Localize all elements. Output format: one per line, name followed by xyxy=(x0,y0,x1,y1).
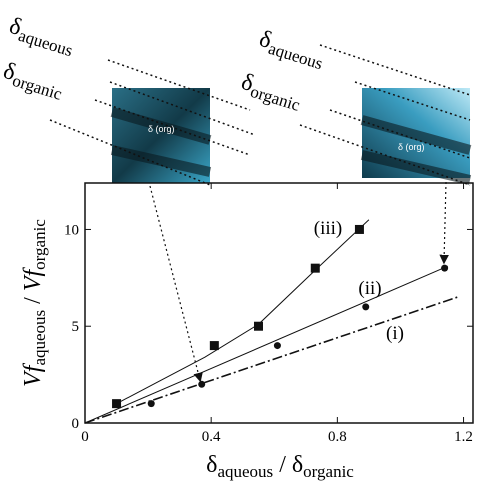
circle-point xyxy=(362,303,369,310)
top-label: δaqueous xyxy=(5,13,78,60)
pointer-arrow xyxy=(444,182,446,262)
bottom-label: δorganic xyxy=(237,69,305,115)
fit-line xyxy=(117,220,369,404)
circle-point xyxy=(148,400,155,407)
x-tick-label: 0.8 xyxy=(328,429,347,445)
x-axis-label: δaqueous / δorganic xyxy=(206,452,354,481)
fit-line xyxy=(85,297,457,423)
y-tick-label: 5 xyxy=(72,319,80,335)
square-point xyxy=(254,322,263,331)
circle-point xyxy=(441,265,448,272)
circle-point xyxy=(274,342,281,349)
fit-line xyxy=(85,266,448,423)
circle-point xyxy=(198,381,205,388)
inset-right: δ (org) δaqueous δorganic xyxy=(237,26,470,185)
square-point xyxy=(355,225,364,234)
y-tick-label: 0 xyxy=(72,416,80,432)
pointer-arrow xyxy=(150,186,200,380)
y-axis-label: Vfaqueous / Vforganic xyxy=(20,219,49,387)
x-tick-label: 0 xyxy=(81,429,89,445)
series-label: (iii) xyxy=(314,218,343,239)
series-label: (i) xyxy=(386,323,404,344)
y-tick-label: 10 xyxy=(64,222,79,238)
square-point xyxy=(311,264,320,273)
x-tick-label: 1.2 xyxy=(454,429,473,445)
square-point xyxy=(210,341,219,350)
series-label: (ii) xyxy=(358,278,381,299)
inset-left: δ (org) δaqueous δorganic xyxy=(0,13,255,185)
image-label: δ (org) xyxy=(148,124,175,134)
x-tick-label: 0.4 xyxy=(202,429,221,445)
figure: δ (org) δaqueous δorganic δ (org) δaqueo… xyxy=(0,0,481,484)
image-label: δ (org) xyxy=(398,142,425,152)
square-point xyxy=(112,399,121,408)
bottom-label: δorganic xyxy=(0,58,68,104)
top-label: δaqueous xyxy=(255,26,328,73)
plot-frame xyxy=(85,183,473,423)
